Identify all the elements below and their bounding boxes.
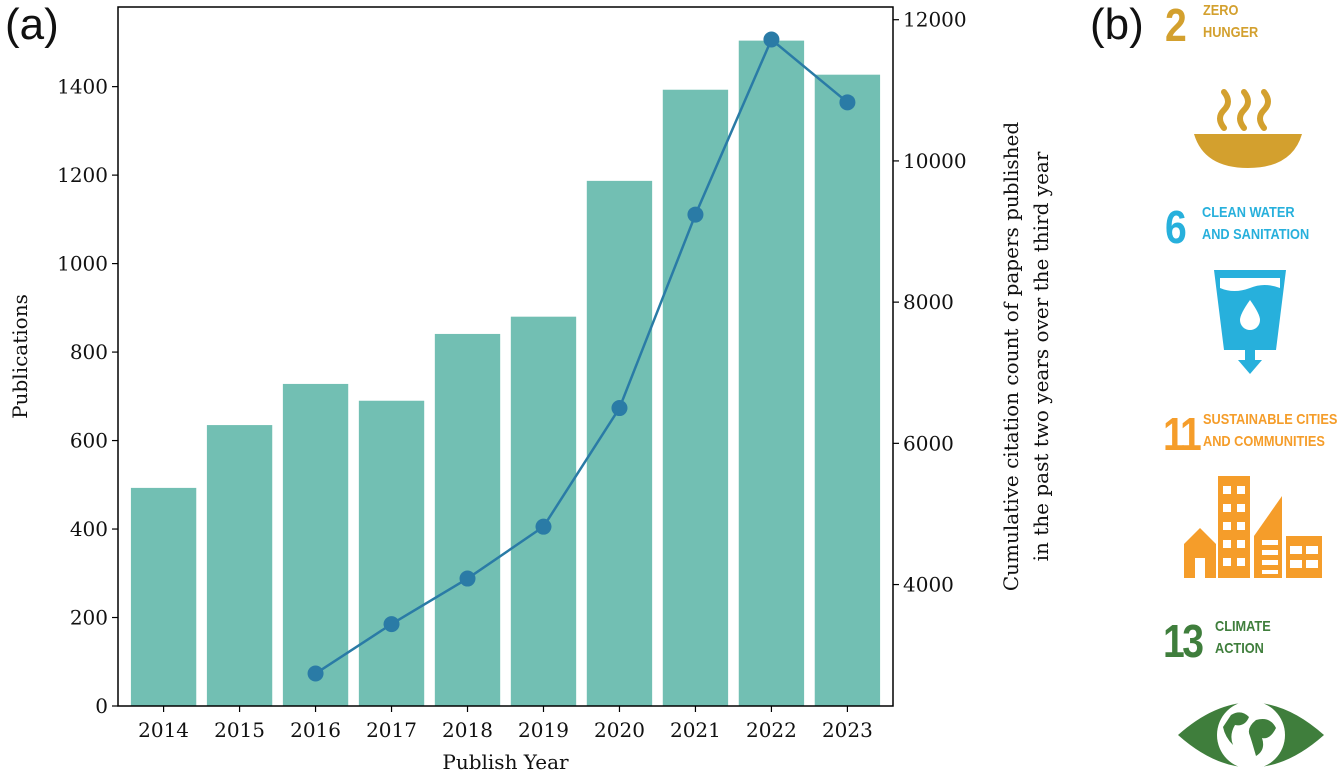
bar-2021 [662,89,729,707]
x-tick-label: 2017 [366,718,417,742]
citation-point-2018 [459,570,476,587]
x-tick-label: 2021 [670,718,721,742]
x-tick-label: 2020 [594,718,645,742]
sdg-number: 11 [1163,408,1202,460]
bar-2023 [814,74,881,706]
y-tick-label: 200 [70,606,108,630]
bar-2022 [738,40,805,706]
earth-eye-icon [1178,701,1324,769]
citation-point-2017 [383,616,400,633]
citation-line [314,37,849,675]
x-tick-label: 2014 [138,718,189,742]
y-tick-label: 0 [95,694,108,718]
bar-2019 [510,316,577,706]
panel-b-label: (b) [1090,0,1144,49]
water-glass-icon [1214,270,1286,374]
x-tick-label: 2018 [442,718,493,742]
citation-point-2016 [307,665,324,682]
y-right-tick-label: 6000 [903,431,954,455]
citation-point-2023 [839,94,856,111]
x-tick-label: 2019 [518,718,569,742]
city-buildings-icon [1184,476,1322,578]
y-tick-label: 1400 [57,75,108,99]
x-tick-label: 2016 [290,718,341,742]
citation-point-2020 [611,400,628,417]
y-right-tick-label: 8000 [903,290,954,314]
bar-2014 [130,487,197,706]
sdg-title: SUSTAINABLE CITIES AND COMMUNITIES [1203,411,1338,450]
bar-2015 [206,425,273,706]
sdg-title: CLEAN WATER AND SANITATION [1202,204,1310,243]
panel-a-label: (a) [5,0,59,49]
citation-point-2022 [763,31,780,48]
bar-2016 [282,383,349,706]
x-tick-label: 2023 [822,718,873,742]
bar-2018 [434,333,501,706]
x-tick-label: 2022 [746,718,797,742]
y-right-axis-label: in the past two years over the third yea… [1029,151,1053,561]
y-tick-label: 400 [70,517,108,541]
x-tick-label: 2015 [214,718,265,742]
sdg-title: CLIMATE ACTION [1215,618,1271,657]
y-right-tick-label: 12000 [903,8,967,32]
sdg-number: 13 [1163,615,1204,667]
bar-2017 [358,400,425,706]
citation-point-2021 [687,206,704,223]
sdg-number: 6 [1165,201,1187,253]
y-axis-label: Publications [8,294,32,419]
x-axis-label: Publish Year [442,750,569,774]
y-right-axis-label: Cumulative citation count of papers publ… [999,122,1023,592]
y-tick-label: 1000 [57,252,108,276]
citation-point-2019 [535,518,552,535]
plot-frame [117,6,894,707]
sdg-title: ZERO HUNGER [1203,2,1259,41]
y-right-tick-label: 10000 [903,149,967,173]
y-tick-label: 800 [70,340,108,364]
sdg-number: 2 [1165,0,1187,51]
bowl-icon [1194,89,1302,168]
y-tick-label: 1200 [57,163,108,187]
y-tick-label: 600 [70,429,108,453]
y-right-tick-label: 4000 [903,573,954,597]
